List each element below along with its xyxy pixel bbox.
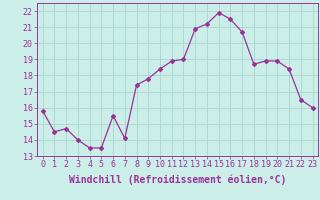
X-axis label: Windchill (Refroidissement éolien,°C): Windchill (Refroidissement éolien,°C) <box>69 175 286 185</box>
